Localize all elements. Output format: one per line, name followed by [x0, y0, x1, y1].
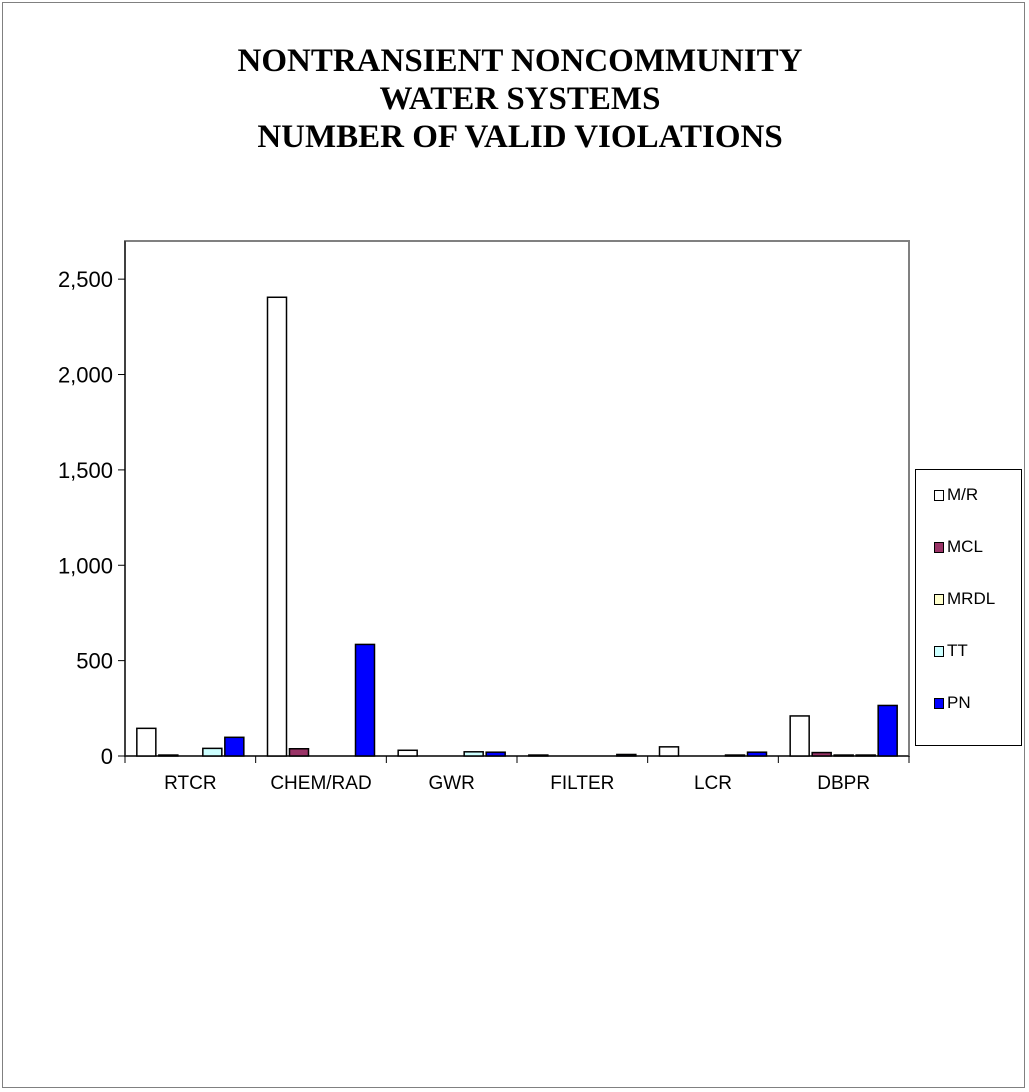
bar-pn-rtcr: [224, 736, 245, 757]
y-tick-label: 0: [101, 744, 113, 769]
plot-area: [124, 240, 910, 757]
bar-m-r-lcr: [658, 746, 680, 757]
chart-title-line-2: WATER SYSTEMS: [379, 81, 661, 117]
bar-tt-rtcr: [202, 747, 223, 757]
legend-item-m-r: M/R: [934, 484, 978, 506]
legend-label: MCL: [947, 537, 983, 556]
legend-label: PN: [947, 693, 971, 712]
legend-label: M/R: [947, 485, 979, 504]
bar-tt-gwr: [463, 751, 484, 757]
legend-swatch: [934, 645, 944, 657]
bar-pn-chem-rad: [354, 643, 376, 757]
bar-pn-dbpr: [877, 704, 898, 757]
y-tick-label: 2,500: [58, 267, 113, 292]
bar-mrdl-dbpr: [833, 754, 854, 757]
bar-pn-filter: [616, 753, 637, 757]
y-tick-label: 2,000: [58, 363, 113, 388]
bar-mcl-rtcr: [158, 754, 179, 757]
x-tick-label: FILTER: [550, 773, 614, 794]
chart-title: NONTRANSIENT NONCOMMUNITY WATER SYSTEMS …: [0, 42, 1029, 156]
bar-tt-dbpr: [855, 754, 876, 757]
bar-pn-gwr: [485, 751, 506, 757]
legend-swatch: [934, 489, 944, 501]
bar-mcl-dbpr: [811, 751, 832, 757]
y-tick-label: 1,000: [58, 553, 113, 578]
bar-m-r-filter: [528, 754, 549, 757]
bar-m-r-chem-rad: [266, 296, 288, 757]
x-tick-label: LCR: [694, 773, 732, 794]
legend-item-mcl: MCL: [934, 536, 983, 558]
legend-item-pn: PN: [934, 692, 971, 714]
legend-item-mrdl: MRDL: [934, 588, 995, 610]
bar-m-r-gwr: [397, 749, 418, 757]
bar-m-r-dbpr: [789, 715, 810, 757]
chart-title-line-3: NUMBER OF VALID VIOLATIONS: [257, 119, 783, 155]
x-tick-label: GWR: [428, 773, 474, 794]
legend-label: TT: [947, 641, 968, 660]
bar-tt-lcr: [724, 754, 746, 757]
legend-item-tt: TT: [934, 640, 968, 662]
y-tick-label: 500: [76, 649, 113, 674]
y-tick-label: 1,500: [58, 458, 113, 483]
x-tick-label: CHEM/RAD: [270, 773, 371, 794]
chart-title-line-1: NONTRANSIENT NONCOMMUNITY: [237, 43, 803, 79]
legend-label: MRDL: [947, 589, 996, 608]
bar-m-r-rtcr: [136, 727, 157, 757]
x-tick-label: RTCR: [164, 773, 216, 794]
legend-swatch: [934, 541, 944, 553]
x-tick-label: DBPR: [817, 773, 870, 794]
bar-mcl-chem-rad: [288, 748, 310, 757]
bar-pn-lcr: [746, 751, 768, 757]
legend: M/R MCL MRDL TT PN: [915, 469, 1022, 746]
legend-swatch: [934, 593, 944, 605]
legend-swatch: [934, 697, 944, 709]
